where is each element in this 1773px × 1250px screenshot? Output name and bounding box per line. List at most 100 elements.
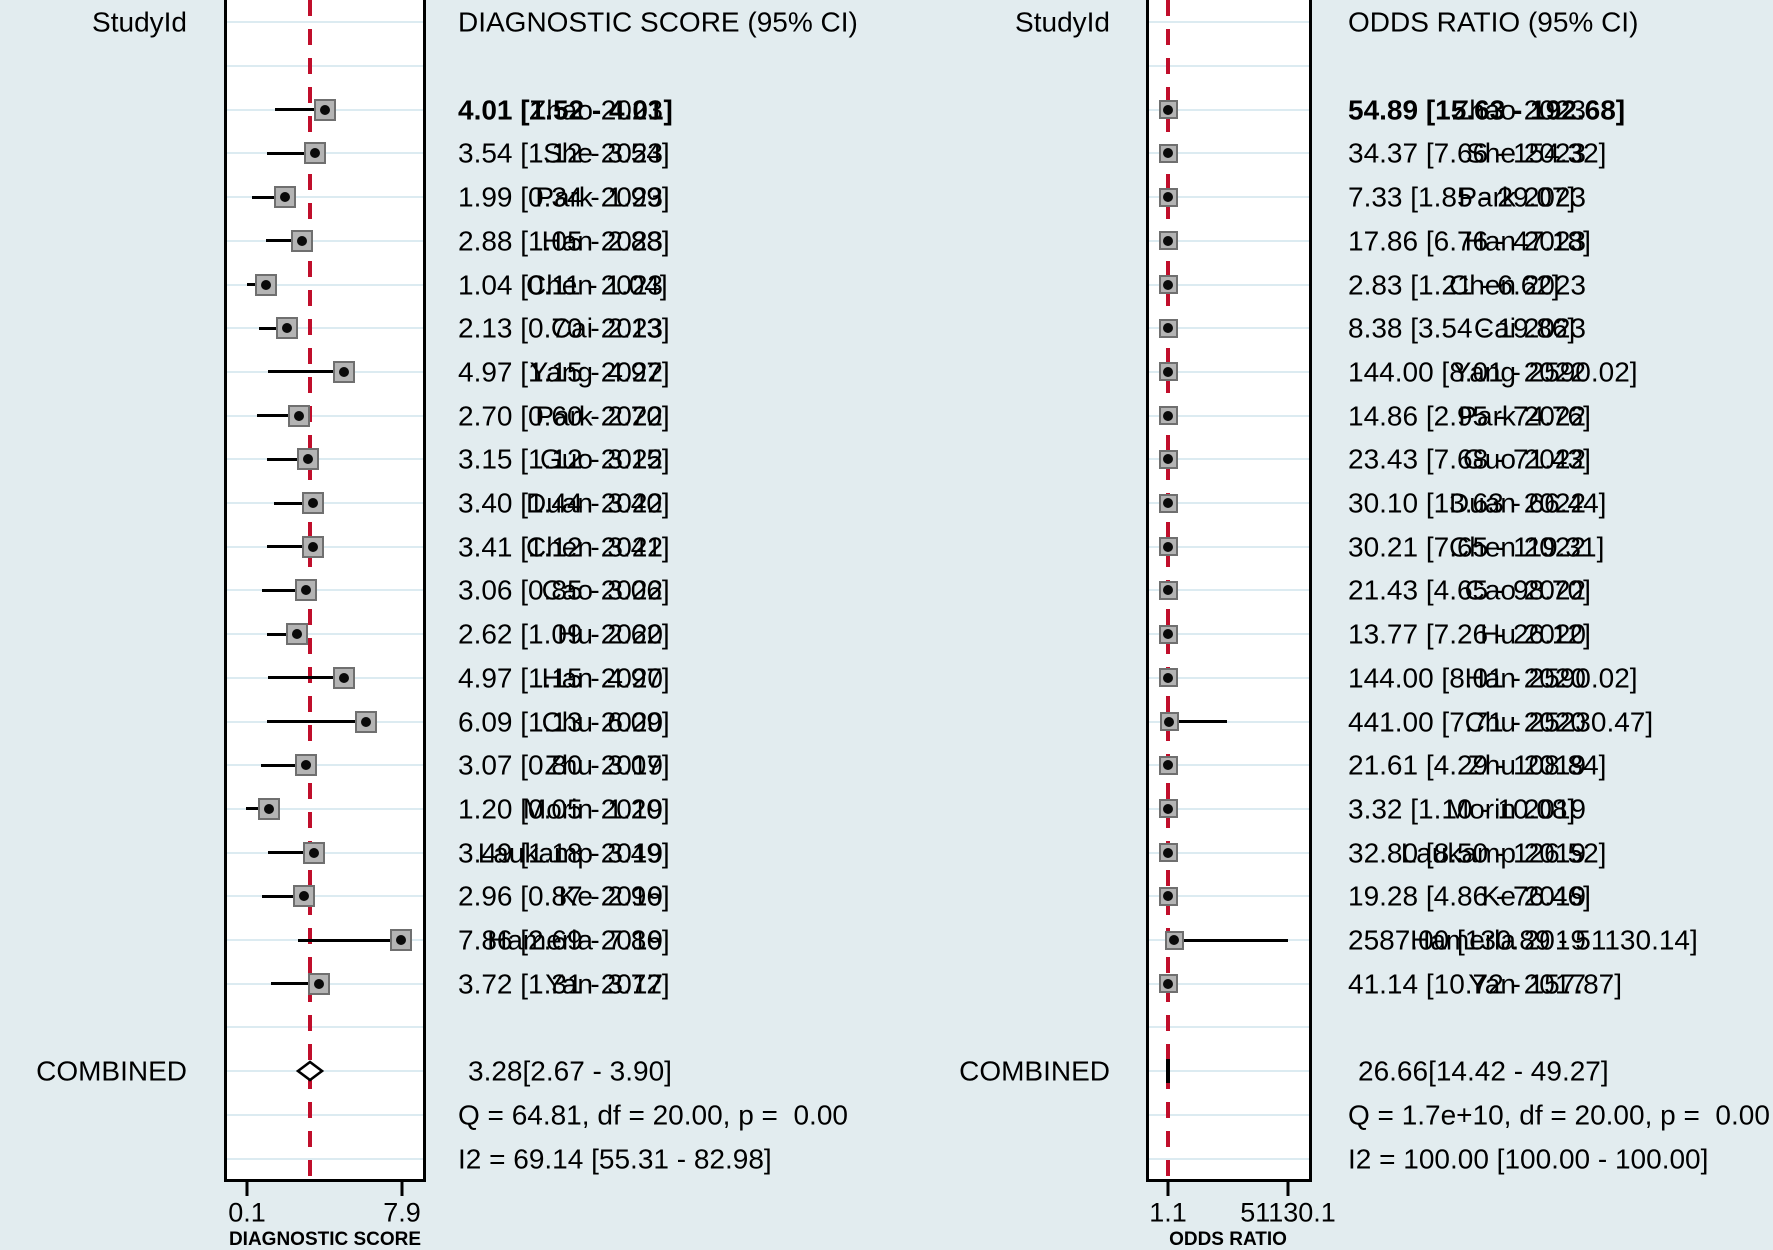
- ci-whisker: [265, 239, 303, 243]
- gridline: [1149, 21, 1309, 24]
- combined-value: 3.28[2.67 - 3.90]: [468, 1055, 672, 1087]
- study-value: 2.83 [1.21 - 6.62]: [1348, 268, 1560, 300]
- gridline: [1149, 152, 1309, 155]
- value-column-header: ODDS RATIO (95% CI): [1348, 6, 1639, 38]
- gridline: [227, 807, 423, 810]
- study-label: Ke 2019: [558, 880, 663, 912]
- study-value: 2.70 [0.60 - 2.70]: [458, 399, 670, 431]
- point-dot: [319, 104, 330, 115]
- study-marker: [1158, 100, 1178, 120]
- point-dot: [1163, 629, 1174, 640]
- point-dot: [396, 935, 407, 945]
- study-marker: [1158, 668, 1178, 688]
- gridline: [1149, 458, 1309, 461]
- axis-tick-max: [400, 1182, 404, 1196]
- combined-diamond-marker: [1166, 1059, 1171, 1084]
- heterogeneity-i2: I2 = 69.14 [55.31 - 82.98]: [458, 1143, 772, 1175]
- study-label: Cao 2022: [541, 574, 663, 606]
- study-marker: [332, 360, 355, 383]
- ci-whisker: [246, 807, 269, 811]
- study-label: Laukamp 2019: [477, 836, 663, 868]
- study-marker: [1158, 755, 1178, 775]
- point-dot: [1163, 541, 1174, 552]
- point-dot: [307, 498, 318, 508]
- study-value: 3.54 [1.12 - 3.54]: [458, 137, 670, 169]
- gridline: [1149, 982, 1309, 985]
- study-marker: [1158, 799, 1178, 819]
- axis-title: DIAGNOSTIC SCORE: [228, 1229, 422, 1250]
- combined-diamond-marker: [294, 1060, 326, 1082]
- study-label: Han 2020: [541, 662, 663, 694]
- point-dot: [1163, 585, 1174, 596]
- axis-tick-min: [1166, 1182, 1170, 1196]
- point-dot: [361, 716, 372, 727]
- study-value: 3.40 [1.44 - 3.40]: [458, 487, 670, 519]
- axis-tick-min: [245, 1182, 249, 1196]
- study-marker: [1158, 624, 1178, 644]
- ci-whisker: [256, 414, 299, 418]
- study-label: Chen 2022: [525, 530, 663, 562]
- point-dot: [1163, 498, 1174, 508]
- study-value: 7.86 [2.69 - 7.86]: [458, 924, 670, 956]
- study-value: 7.33 [1.85 - 29.07]: [1348, 181, 1576, 213]
- gridline: [227, 633, 423, 636]
- gridline: [1149, 720, 1309, 723]
- ci-whisker: [251, 195, 285, 199]
- study-marker: [1158, 449, 1178, 469]
- study-label: She 2023: [543, 137, 663, 169]
- study-label: Duan 2022: [525, 487, 663, 519]
- point-dot: [307, 541, 318, 552]
- point-dot: [310, 148, 321, 159]
- study-value: 3.07 [0.80 - 3.07]: [458, 749, 670, 781]
- study-marker: [1158, 406, 1178, 426]
- value-column-header: DIAGNOSTIC SCORE (95% CI): [458, 6, 858, 38]
- study-value: 2587.00 [130.89 - 51130.14]: [1348, 924, 1698, 956]
- study-label: Zhao 2023: [529, 93, 663, 125]
- gridline: [1149, 414, 1309, 417]
- study-marker: [1158, 843, 1178, 863]
- study-marker: [1159, 712, 1179, 731]
- study-value: 21.43 [4.65 - 98.70]: [1348, 574, 1591, 606]
- gridline: [227, 327, 423, 330]
- study-value: 17.86 [6.76 - 47.18]: [1348, 225, 1591, 257]
- gridline: [1149, 676, 1309, 679]
- study-marker: [304, 142, 327, 165]
- ci-whisker: [268, 851, 315, 855]
- study-marker: [1158, 886, 1178, 906]
- study-label: Hamerla 2019: [1410, 924, 1586, 956]
- gridline: [1149, 633, 1309, 636]
- study-value: 4.01 [1.52 - 4.01]: [458, 93, 673, 125]
- point-dot: [1163, 192, 1173, 203]
- study-value: 13.77 [7.26 - 26.12]: [1348, 618, 1591, 650]
- study-label: Chu 2020: [541, 705, 663, 737]
- study-value: 144.00 [8.01 - 2590.02]: [1348, 356, 1638, 388]
- study-label: Hu 2020: [1480, 618, 1586, 650]
- gridline: [1149, 196, 1309, 199]
- gridline: [1149, 589, 1309, 592]
- point-dot: [313, 978, 324, 989]
- study-value: 8.38 [3.54 - 19.86]: [1348, 312, 1576, 344]
- study-marker: [390, 929, 413, 951]
- ci-whisker: [273, 501, 313, 505]
- gridline: [1149, 1157, 1309, 1160]
- study-label: Morin 2019: [522, 793, 663, 825]
- point-dot: [293, 410, 304, 421]
- study-marker: [295, 754, 318, 777]
- point-dot: [338, 366, 349, 377]
- ci-whisker: [261, 588, 306, 592]
- study-value: 32.80 [8.50 - 126.52]: [1348, 836, 1607, 868]
- study-label: Chen 2022: [1448, 530, 1586, 562]
- study-value: 2.62 [1.09 - 2.62]: [458, 618, 670, 650]
- point-dot: [1163, 891, 1174, 902]
- ci-whisker: [1168, 938, 1288, 942]
- study-marker: [257, 797, 280, 820]
- study-marker: [1158, 231, 1178, 251]
- heterogeneity-q: Q = 1.7e+10, df = 20.00, p = 0.00: [1348, 1099, 1770, 1131]
- ci-whisker: [267, 370, 344, 374]
- study-label: Yang 2022: [529, 356, 663, 388]
- point-dot: [1163, 454, 1174, 465]
- study-label: Chen 2023: [525, 268, 663, 300]
- study-marker: [303, 841, 326, 864]
- gridline: [1149, 1070, 1309, 1073]
- study-marker: [296, 448, 319, 471]
